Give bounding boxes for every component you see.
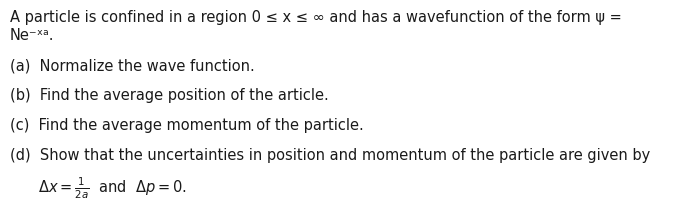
Text: (d)  Show that the uncertainties in position and momentum of the particle are gi: (d) Show that the uncertainties in posit… bbox=[10, 148, 650, 163]
Text: A particle is confined in a region 0 ≤ x ≤ ∞ and has a wavefunction of the form : A particle is confined in a region 0 ≤ x… bbox=[10, 10, 621, 25]
Text: (a)  Normalize the wave function.: (a) Normalize the wave function. bbox=[10, 58, 255, 73]
Text: (c)  Find the average momentum of the particle.: (c) Find the average momentum of the par… bbox=[10, 118, 364, 133]
Text: (b)  Find the average position of the article.: (b) Find the average position of the art… bbox=[10, 88, 329, 103]
Text: $\Delta x = \frac{1}{2a}$  and  $\Delta p = 0.$: $\Delta x = \frac{1}{2a}$ and $\Delta p … bbox=[38, 176, 187, 201]
Text: Ne⁻ˣᵃ.: Ne⁻ˣᵃ. bbox=[10, 28, 55, 43]
